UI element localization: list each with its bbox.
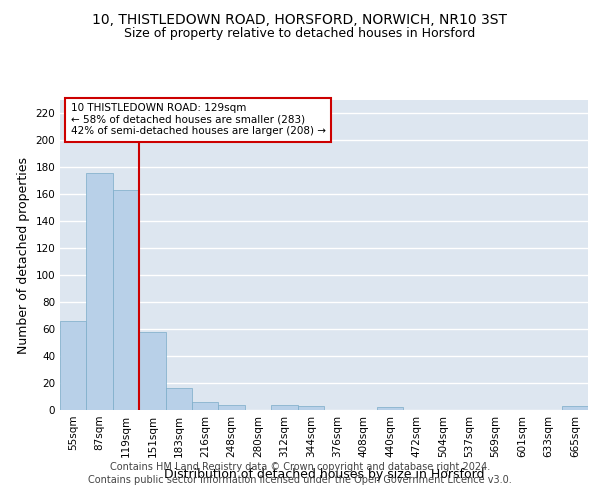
Text: Size of property relative to detached houses in Horsford: Size of property relative to detached ho… [124,28,476,40]
Bar [218,404,245,410]
Bar [562,406,588,410]
X-axis label: Distribution of detached houses by size in Horsford: Distribution of detached houses by size … [164,468,484,481]
Bar [271,404,298,410]
Bar [139,332,166,410]
Bar [113,190,139,410]
Bar [192,402,218,410]
Text: Contains public sector information licensed under the Open Government Licence v3: Contains public sector information licen… [88,475,512,485]
Bar [60,321,86,410]
Bar [166,388,192,410]
Text: 10, THISTLEDOWN ROAD, HORSFORD, NORWICH, NR10 3ST: 10, THISTLEDOWN ROAD, HORSFORD, NORWICH,… [92,12,508,26]
Bar [86,173,113,410]
Bar [298,406,324,410]
Text: Contains HM Land Registry data © Crown copyright and database right 2024.: Contains HM Land Registry data © Crown c… [110,462,490,472]
Text: 10 THISTLEDOWN ROAD: 129sqm
← 58% of detached houses are smaller (283)
42% of se: 10 THISTLEDOWN ROAD: 129sqm ← 58% of det… [71,103,326,136]
Y-axis label: Number of detached properties: Number of detached properties [17,156,30,354]
Bar [377,408,403,410]
